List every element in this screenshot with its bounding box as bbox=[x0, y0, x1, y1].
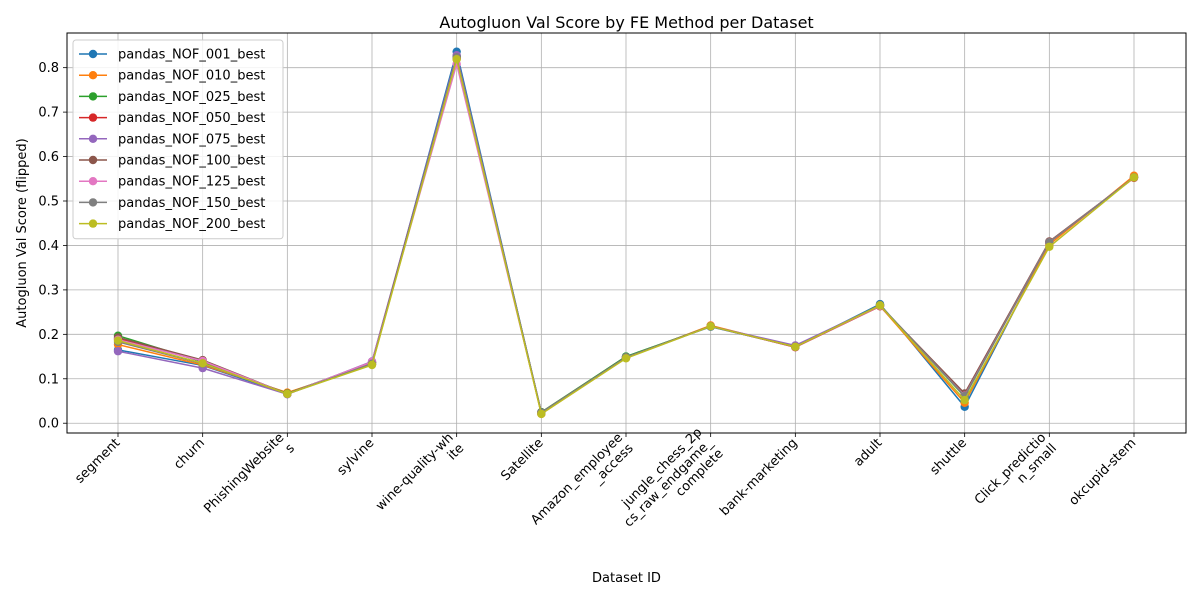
data-point bbox=[706, 322, 715, 331]
data-point bbox=[791, 342, 800, 351]
data-point bbox=[1045, 242, 1054, 251]
legend-label: pandas_NOF_001_best bbox=[118, 48, 265, 63]
data-point bbox=[198, 359, 207, 368]
y-tick-label: 0.0 bbox=[38, 417, 59, 432]
y-tick-label: 0.7 bbox=[38, 106, 59, 121]
legend-marker bbox=[88, 155, 98, 165]
data-point bbox=[113, 347, 123, 356]
legend-label: pandas_NOF_125_best bbox=[118, 175, 265, 190]
legend-marker bbox=[88, 49, 98, 59]
y-tick-label: 0.6 bbox=[38, 150, 59, 165]
legend-label: pandas_NOF_150_best bbox=[118, 196, 265, 211]
legend-label: pandas_NOF_200_best bbox=[118, 217, 265, 232]
legend: pandas_NOF_001_best pandas_NOF_010_bestpa… bbox=[72, 39, 284, 240]
data-point bbox=[960, 395, 969, 405]
legend-label: pandas_NOF_100_best bbox=[118, 154, 265, 169]
x-axis-title: Dataset ID bbox=[592, 571, 661, 586]
data-point bbox=[452, 55, 461, 64]
data-point bbox=[283, 389, 292, 399]
legend-label: pandas_NOF_050_best bbox=[118, 111, 265, 126]
legend-marker bbox=[88, 71, 98, 80]
y-tick-label: 0.3 bbox=[38, 283, 59, 298]
y-tick-label: 0.8 bbox=[38, 61, 59, 76]
legend-marker bbox=[88, 177, 98, 186]
data-point bbox=[367, 360, 377, 370]
y-tick-label: 0.2 bbox=[38, 328, 59, 343]
legend-label: pandas_NOF_010_best bbox=[118, 69, 265, 84]
data-point bbox=[113, 336, 123, 345]
data-point bbox=[1129, 173, 1139, 182]
legend-marker bbox=[88, 198, 98, 207]
legend-marker bbox=[88, 219, 98, 228]
legend-marker bbox=[88, 92, 98, 101]
legend-marker bbox=[88, 134, 98, 143]
plot-frame bbox=[66, 32, 1187, 434]
data-point bbox=[537, 409, 546, 419]
series-lines bbox=[113, 47, 1139, 419]
chart-title: Autogluon Val Score by FE Method per Dat… bbox=[439, 13, 813, 32]
y-tick-label: 0.5 bbox=[38, 195, 59, 210]
y-tick-label: 0.4 bbox=[38, 239, 59, 254]
data-point bbox=[621, 354, 631, 363]
legend-box bbox=[72, 39, 284, 240]
data-point bbox=[875, 301, 885, 310]
legend-marker bbox=[88, 113, 98, 122]
y-axis-title: Autogluon Val Score (flipped) bbox=[15, 138, 30, 327]
legend-label: pandas_NOF_025_best bbox=[118, 90, 265, 105]
y-tick-label: 0.1 bbox=[38, 372, 59, 387]
legend-label: pandas_NOF_075_best bbox=[118, 132, 265, 147]
